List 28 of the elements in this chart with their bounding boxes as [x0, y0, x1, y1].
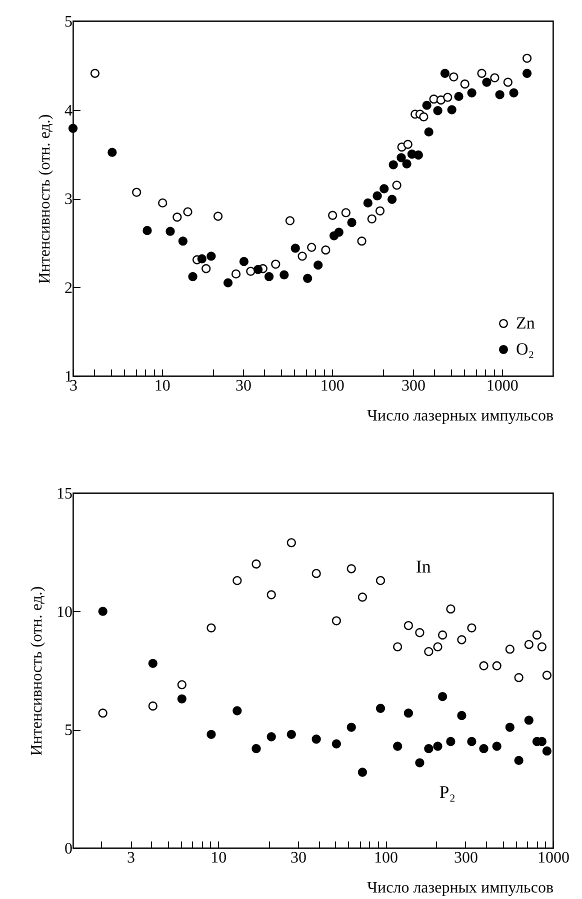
x-tick-label: 10: [154, 378, 170, 394]
x-tick-label: 100: [374, 850, 398, 866]
y-axis-title: Интенсивность (отн. ед.): [28, 586, 46, 756]
y-tick-label: 0: [64, 840, 72, 858]
x-tick-label: 300: [401, 378, 426, 394]
x-tick-label: 1000: [538, 850, 570, 866]
x-axis-title: Число лазерных импульсов: [367, 408, 554, 424]
y-tick-label: 1: [64, 368, 72, 386]
y-axis-title: Интенсивность (отн. ед.): [36, 114, 54, 284]
legend-label: Zn: [516, 314, 536, 332]
annotation: In: [416, 556, 431, 577]
annotation: P₂: [439, 782, 456, 802]
x-tick-label: 10: [210, 850, 227, 866]
y-tick-label: 10: [56, 604, 72, 621]
x-tick-label: 100: [320, 378, 344, 394]
y-tick-label: 15: [56, 486, 72, 502]
y-tick-label: 4: [64, 102, 72, 120]
x-tick-label: 1000: [486, 378, 518, 394]
legend-label: O₂: [516, 340, 534, 358]
y-tick-label: 2: [64, 280, 72, 297]
x-axis-title: Число лазерных импульсов: [367, 880, 554, 896]
y-tick-label: 5: [64, 722, 72, 740]
x-tick-label: 3: [127, 850, 136, 866]
y-tick-label: 3: [64, 191, 72, 208]
y-tick-label: 5: [64, 14, 72, 30]
x-tick-label: 30: [235, 378, 252, 394]
x-tick-label: 300: [454, 850, 478, 866]
x-tick-label: 30: [290, 850, 306, 866]
